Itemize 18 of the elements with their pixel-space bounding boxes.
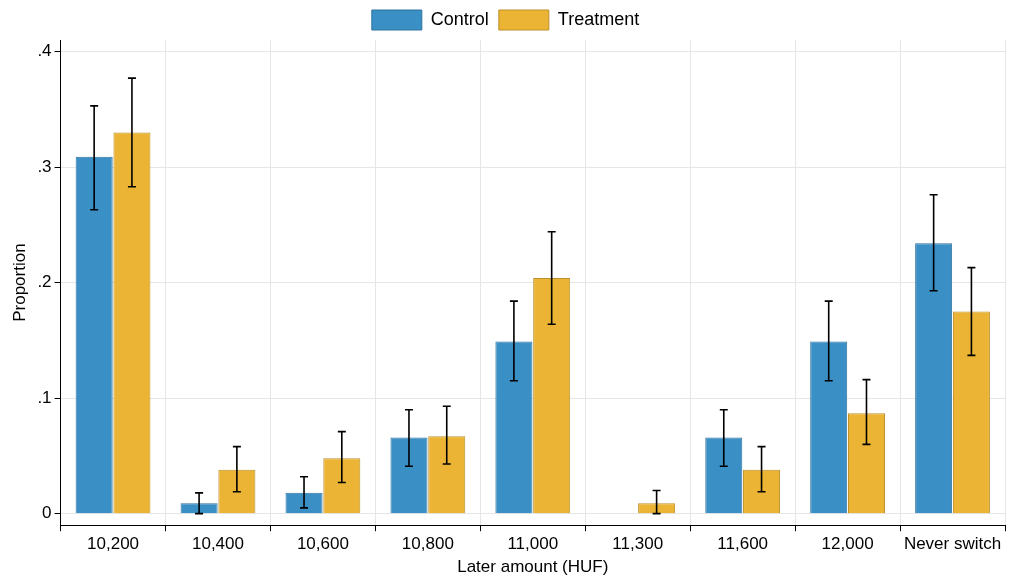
x-tick-label: 10,400: [191, 534, 244, 554]
x-tick-label: 10,600: [296, 534, 349, 554]
x-tick-label: 12,000: [821, 534, 874, 554]
y-axis-title: Proportion: [9, 243, 29, 322]
x-axis-title: Later amount (HUF): [457, 557, 609, 577]
y-tick-label: .1: [37, 387, 52, 407]
legend-label: Treatment: [557, 8, 640, 29]
x-tick-label: 11,600: [717, 534, 769, 554]
x-tick-label: 11,000: [507, 534, 559, 554]
legend-label: Control: [430, 8, 489, 29]
x-tick-label: 11,300: [612, 534, 664, 554]
x-tick-label: 10,800: [401, 534, 454, 554]
y-tick-label: .4: [37, 41, 52, 61]
x-tick-label: Never switch: [903, 534, 1002, 554]
y-tick-label: 0: [42, 503, 52, 523]
y-tick-label: .2: [37, 272, 52, 292]
x-tick-label: 10,200: [87, 534, 140, 554]
y-tick-label: .3: [37, 156, 52, 176]
